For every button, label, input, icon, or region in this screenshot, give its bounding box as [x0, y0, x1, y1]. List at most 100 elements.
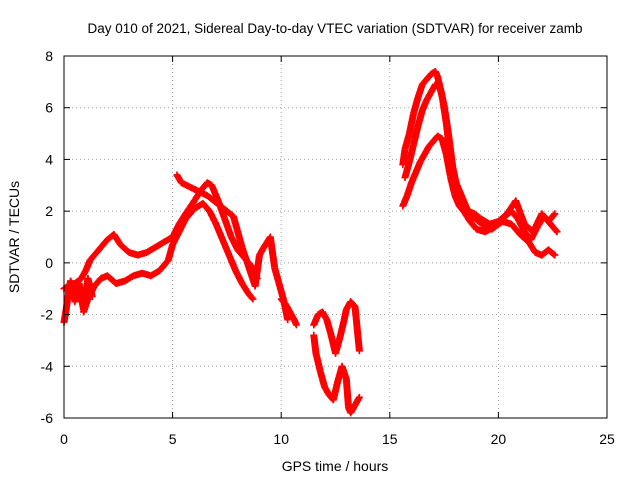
- series-track-b: [80, 199, 257, 316]
- data-point-group: [232, 267, 245, 286]
- data-point-group: [182, 206, 197, 223]
- data-point-group: [544, 246, 558, 258]
- data-point-group: [351, 303, 363, 353]
- data-point-group: [221, 215, 235, 240]
- data-point-group: [547, 220, 560, 235]
- data-point-group: [507, 207, 521, 222]
- data-point-group: [312, 349, 324, 374]
- x-axis-label: GPS time / hours: [282, 458, 389, 474]
- chart-title: Day 010 of 2021, Sidereal Day-to-day VTE…: [88, 21, 583, 36]
- data-point-group: [164, 242, 176, 264]
- y-tick-label: -6: [41, 410, 54, 426]
- plot-frame: [63, 55, 608, 419]
- data-point-group: [423, 71, 434, 83]
- data-point-group: [245, 290, 256, 302]
- data-point-group: [86, 250, 100, 264]
- x-tick-label: 15: [382, 431, 398, 447]
- y-axis-label: SDTVAR / TECUs: [6, 181, 22, 293]
- data-point-group: [488, 221, 501, 233]
- data-point-group: [475, 217, 488, 230]
- series-track-c: [60, 274, 96, 326]
- data-point-group: [116, 241, 132, 256]
- data-point: [355, 347, 363, 355]
- data-point-group: [460, 207, 473, 224]
- data-point-group: [225, 251, 239, 273]
- data-point-group: [444, 130, 457, 170]
- y-tick-label: 0: [45, 255, 53, 271]
- data-point-group: [238, 243, 254, 276]
- data-point-group: [212, 220, 226, 242]
- series-track-f: [310, 331, 363, 417]
- data-point: [249, 295, 257, 303]
- data-point-group: [206, 207, 219, 227]
- data-point-group: [494, 213, 508, 228]
- data-point: [292, 321, 300, 329]
- data-point-group: [468, 212, 482, 225]
- data-point-group: [336, 317, 348, 342]
- x-tick-label: 5: [169, 431, 177, 447]
- data-point-group: [347, 298, 358, 310]
- tick-labels: 0 5 10 15 20 25 -6 -4 -2 0 2 4 6 8: [41, 48, 615, 447]
- axis-ticks: [63, 55, 608, 419]
- y-tick-label: 2: [45, 203, 53, 219]
- data-point-group: [436, 83, 448, 108]
- data-point-group: [90, 275, 104, 290]
- data-point-group: [471, 210, 484, 222]
- data-point-group: [507, 220, 523, 237]
- data-point-group: [110, 230, 124, 247]
- data-point-group: [512, 197, 528, 227]
- y-tick-label: 8: [45, 48, 53, 64]
- data-point-group: [227, 233, 241, 253]
- data-point-group: [219, 236, 232, 258]
- data-point-group: [525, 238, 539, 255]
- data-point-group: [277, 295, 289, 307]
- data-point-group: [238, 280, 252, 297]
- series-track-j: [401, 80, 561, 244]
- data-point: [551, 210, 559, 218]
- x-tick-label: 0: [60, 431, 68, 447]
- data-points: [60, 68, 561, 417]
- data-point-group: [462, 205, 475, 219]
- data-point-group: [169, 221, 182, 241]
- data-point-group: [310, 331, 320, 356]
- data-point-group: [203, 192, 236, 219]
- data-point-group: [418, 76, 430, 88]
- y-tick-label: 6: [45, 100, 53, 116]
- data-point-group: [323, 316, 335, 338]
- data-point-group: [425, 138, 436, 150]
- series-track-g: [310, 298, 363, 357]
- data-point: [553, 228, 561, 236]
- y-tick-label: -4: [41, 358, 54, 374]
- y-tick-label: -2: [41, 307, 54, 323]
- data-point-group: [208, 181, 222, 203]
- data-point: [355, 393, 363, 401]
- data-point-group: [266, 233, 278, 270]
- data-point-group: [177, 179, 210, 199]
- series-track-a: [60, 179, 261, 293]
- data-point-group: [455, 202, 467, 214]
- x-tick-label: 10: [273, 431, 289, 447]
- series-track-e: [277, 295, 300, 329]
- data-point: [284, 316, 292, 324]
- data-point-group: [99, 237, 111, 249]
- data-point: [551, 251, 559, 259]
- data-point-group: [527, 224, 541, 244]
- data-point-group: [271, 264, 283, 286]
- data-point-group: [466, 217, 480, 232]
- data-point-group: [93, 242, 106, 257]
- data-point-group: [182, 198, 197, 218]
- data-point-group: [169, 229, 182, 249]
- data-point-group: [516, 230, 532, 245]
- series-track-i: [399, 132, 559, 259]
- data-point-group: [251, 253, 263, 290]
- data-point-group: [514, 215, 528, 235]
- data-point-group: [540, 212, 554, 227]
- x-tick-label: 20: [491, 431, 507, 447]
- data-point-group: [329, 379, 341, 404]
- data-point: [88, 292, 96, 300]
- data-point-group: [199, 199, 213, 214]
- data-point-group: [342, 375, 352, 410]
- series-track-d: [173, 171, 292, 324]
- data-point-group: [156, 257, 171, 275]
